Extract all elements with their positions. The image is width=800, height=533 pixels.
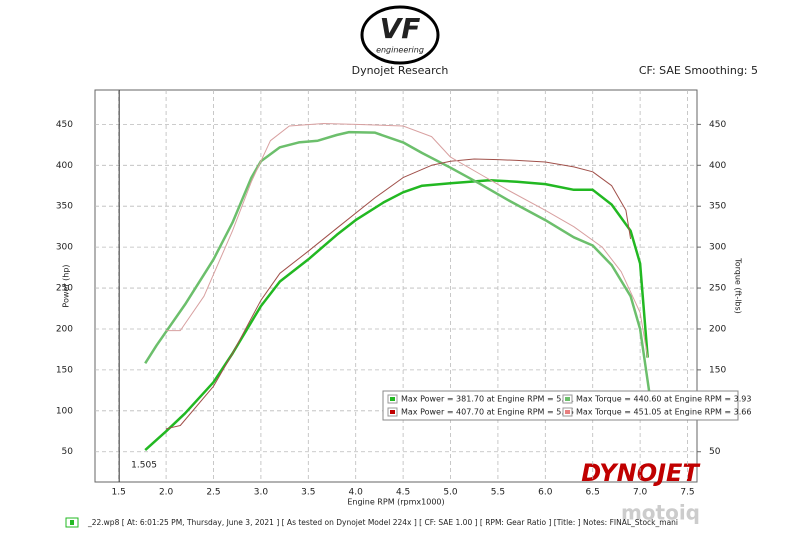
x-tick-label: 6.0 — [538, 488, 553, 498]
legend-swatch-fill — [565, 397, 570, 401]
legend-label: Max Torque = 451.05 at Engine RPM = 3.66 — [576, 408, 751, 417]
legend-swatch-fill — [390, 397, 395, 401]
watermark: motoiq — [621, 501, 700, 525]
x-tick-label: 3.5 — [301, 488, 315, 498]
series-line — [166, 123, 649, 358]
y-tick-label: 200 — [56, 324, 73, 334]
x-tick-label: 1.5 — [112, 488, 126, 498]
cursor-label: 1.505 — [131, 461, 157, 471]
legend-swatch-fill — [565, 410, 570, 414]
y2-tick-label: 400 — [709, 161, 726, 171]
footer-icon-dot — [70, 520, 74, 525]
legend-box — [382, 390, 739, 421]
legend-swatch-fill — [390, 410, 395, 414]
chart-subtitle: CF: SAE Smoothing: 5 — [639, 64, 758, 77]
y-tick-label: 450 — [56, 120, 73, 130]
plot-frame — [94, 89, 698, 483]
x-tick-label: 7.5 — [680, 488, 694, 498]
series-line — [144, 130, 651, 395]
y-tick-label: 400 — [56, 161, 73, 171]
x-tick-label: 2.5 — [206, 488, 220, 498]
chart-title: Dynojet Research — [352, 64, 449, 77]
y2-tick-label: 350 — [709, 202, 726, 212]
y2-tick-label: 300 — [709, 243, 726, 253]
y-tick-label: 300 — [56, 243, 73, 253]
footer-text: _22.wp8 [ At: 6:01:25 PM, Thursday, June… — [87, 518, 678, 527]
y-tick-label: 150 — [56, 365, 73, 375]
series-line — [144, 179, 649, 452]
logo-sub: engineering — [376, 46, 424, 55]
logo-ring — [360, 5, 440, 65]
y-tick-label: 100 — [56, 406, 73, 416]
logo: VF — [380, 12, 421, 45]
legend-label: Max Torque = 440.60 at Engine RPM = 3.93 — [576, 395, 751, 404]
x-tick-label: 5.0 — [443, 488, 458, 498]
y-tick-label: 250 — [56, 284, 73, 294]
y-tick-label: 350 — [56, 202, 73, 212]
x-tick-label: 6.5 — [586, 488, 600, 498]
x-tick-label: 3.0 — [254, 488, 269, 498]
x-tick-label: 4.5 — [396, 488, 410, 498]
x-tick-label: 7.0 — [633, 488, 648, 498]
y-tick-label: 50 — [62, 447, 74, 457]
brand: DYNOJET — [581, 459, 700, 487]
y-axis-label: Power (hp) — [62, 264, 71, 307]
x-tick-label: 2.0 — [159, 488, 174, 498]
y2-axis-label: Torque (ft-lbs) — [734, 257, 743, 314]
x-tick-label: 4.0 — [349, 488, 364, 498]
legend-label: Max Power = 381.70 at Engine RPM = 5.41 — [401, 395, 574, 404]
y2-tick-label: 200 — [709, 324, 726, 334]
x-axis-label: Engine RPM (rpmx1000) — [347, 498, 444, 507]
y2-tick-label: 50 — [709, 447, 721, 457]
legend-label: Max Power = 407.70 at Engine RPM = 5.25 — [401, 408, 574, 417]
series-line — [165, 158, 632, 430]
x-tick-label: 5.5 — [491, 488, 505, 498]
y2-tick-label: 150 — [709, 365, 726, 375]
y2-tick-label: 250 — [709, 284, 726, 294]
y2-tick-label: 450 — [709, 120, 726, 130]
